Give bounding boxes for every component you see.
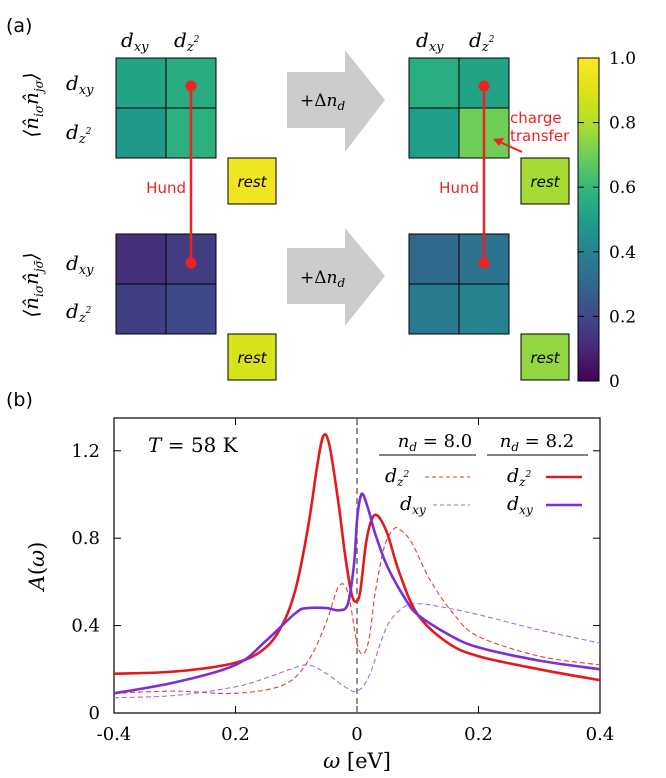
rest-cell [227,157,277,205]
colorbar-tick-label: 0.2 [609,307,636,327]
row-labels: dxy dz2 dxy dz2 [66,71,94,326]
charge-transfer-arrow [499,141,523,153]
delta-nd-label: +Δnd [300,91,345,113]
col-label-dxy: dxy [416,28,444,55]
svg-text:⟨n̂iσn̂jσ̄⟩: ⟨n̂iσn̂jσ̄⟩ [19,252,46,317]
col-label-dz2: dz2 [469,28,495,55]
x-tick-label: 0.2 [464,724,493,745]
hund-label: Hund [439,179,479,197]
hund-dot-top [185,80,197,92]
hund-connector-left: Hund [146,80,197,269]
correlator-label-same-spin: ⟨n̂iσn̂jσ⟩ [19,72,46,137]
colorbar-ticks: 0 0.2 0.4 0.6 0.8 1.0 [578,49,636,392]
legend-label-dz2-nd82: dz2 [507,465,532,489]
matrix-cell [408,283,460,335]
y-tick-label: 0 [89,703,100,724]
delta-nd-arrow-shape [287,228,385,326]
rest-cell [227,333,277,381]
row-label-dxy-top: dxy [66,71,94,98]
x-axis-title: ω [eV] [323,749,391,773]
matrix-top-left: rest [115,57,277,205]
legend-label-dxy-nd80: dxy [400,493,426,517]
y-tick-label: 0.8 [71,528,100,549]
col-label-dz2: dz2 [174,28,200,55]
matrix-cell [115,107,167,159]
matrix-cell [165,283,217,335]
colorbar: 0 0.2 0.4 0.6 0.8 1.0 [577,49,636,392]
hund-dot-bottom [185,257,197,269]
arrow-bottom: +Δnd [287,228,385,326]
colorbar-tick-label: 0 [609,372,620,392]
panel-b-label: (b) [6,389,33,411]
axis-ticks: -0.4 0.2 0 0.2 0.4 0 0.4 0.8 1.2 [71,418,614,745]
legend: nd = 8.0 nd = 8.2 dz2 dxy dz2 dxy [379,431,588,517]
hund-dot-top [478,80,490,92]
x-tick-label: 0.2 [221,724,250,745]
charge-transfer-label-line2: transfer [510,127,570,145]
colorbar-gradient [577,57,600,382]
legend-label-dxy-nd82: dxy [507,493,533,517]
matrix-cell [115,57,167,109]
column-labels-left: dxy dz2 [121,28,200,55]
charge-transfer-annotation: charge transfer [493,109,570,153]
colorbar-tick-label: 1.0 [609,49,636,69]
matrix-cell [458,283,510,335]
charge-transfer-arrowhead [493,138,504,146]
arrow-top: +Δnd [287,50,385,152]
x-tick-label: 0 [351,724,362,745]
x-tick-label: -0.4 [97,724,132,745]
hund-label: Hund [146,179,186,197]
temperature-annotation: T = 58 K [148,433,239,457]
rest-label: rest [237,349,267,367]
series-line-dxy-nd80 [113,602,601,699]
rest-cell [520,157,570,205]
legend-header-nd80: nd = 8.0 [398,431,472,454]
column-labels-right: dxy dz2 [416,28,495,55]
matrix-cell [115,283,167,335]
col-label-dxy: dxy [121,28,149,55]
spectral-function-plot: -0.4 0.2 0 0.2 0.4 0 0.4 0.8 1.2 T = 58 K nd = 8… [25,417,614,773]
matrix-bottom-right: rest [408,233,570,381]
legend-label-dz2-nd80: dz2 [385,465,410,489]
y-axis-title: A(ω) [25,542,49,593]
matrix-cell [408,57,460,109]
matrix-cell [115,233,167,285]
matrix-bottom-left: rest [115,233,277,381]
colorbar-tick-label: 0.4 [609,243,636,263]
rest-label: rest [237,173,267,191]
matrix-cell [408,233,460,285]
charge-transfer-label-line1: charge [510,109,562,127]
row-label-dxy-bottom: dxy [66,251,94,278]
delta-nd-arrow-shape [287,50,385,152]
rest-cell [520,333,570,381]
svg-text:A(ω): A(ω) [25,542,49,593]
y-tick-label: 0.4 [71,616,100,637]
correlator-label-opposite-spin: ⟨n̂iσn̂jσ̄⟩ [19,252,46,317]
colorbar-tick-label: 0.8 [609,114,636,134]
row-label-dz2-bottom: dz2 [66,299,92,326]
colorbar-tick-label: 0.6 [609,178,636,198]
hund-dot-bottom [478,257,490,269]
legend-header-nd82: nd = 8.2 [500,431,574,454]
rest-label: rest [530,173,560,191]
row-label-dz2-top: dz2 [66,120,92,147]
matrix-cell [408,107,460,159]
panel-a-label: (a) [6,15,32,37]
y-tick-label: 1.2 [71,441,100,462]
hund-connector-right: Hund [439,80,490,269]
svg-text:⟨n̂iσn̂jσ⟩: ⟨n̂iσn̂jσ⟩ [19,72,46,137]
series-curves [113,433,601,699]
series-line-dxy-nd82 [113,492,601,695]
x-tick-label: 0.4 [586,724,615,745]
rest-label: rest [530,349,560,367]
delta-nd-label: +Δnd [300,268,345,290]
